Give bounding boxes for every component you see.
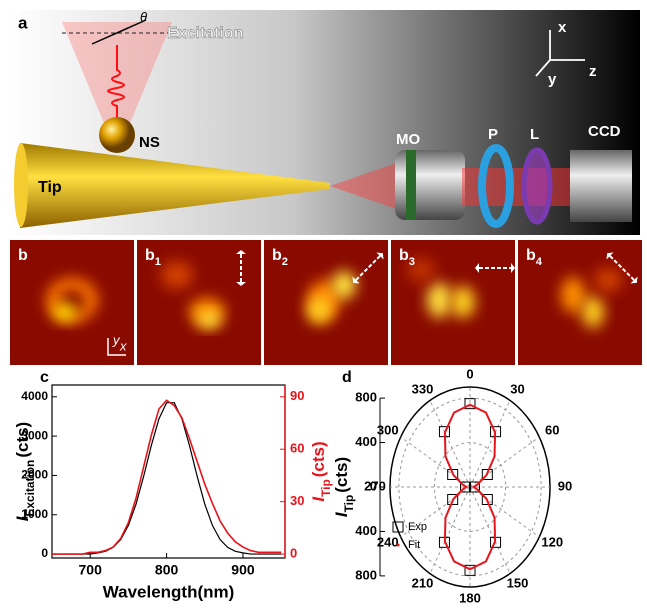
r-axis-label-unit: (cts) (332, 457, 351, 493)
axis-y-label: y (548, 71, 557, 88)
theta-tick-label: 90 (558, 478, 572, 493)
y2-axis-label-sub: Tip (319, 479, 333, 497)
theta-tick-label: 300 (377, 422, 399, 437)
theta-tick-label: 330 (412, 381, 434, 396)
axis-z-label: z (589, 63, 597, 80)
lens (524, 150, 550, 222)
ccd-camera (570, 150, 632, 222)
image-spot (332, 271, 356, 299)
theta-tick-label: 0 (466, 366, 473, 381)
panel-label-main: b (399, 247, 409, 264)
panel-a: a θ Excitation NS Tip MO P L CCD x y z (10, 9, 640, 235)
panel-label-sub: 1 (155, 256, 161, 268)
panel-label: c (40, 369, 49, 386)
mo-label: MO (396, 131, 420, 148)
legend-marker (397, 544, 400, 547)
axis-x-label: x (119, 338, 127, 353)
image-spot (594, 268, 622, 292)
panel-label-main: b (526, 247, 536, 264)
r-tick-label: 400 (355, 434, 377, 449)
objective (395, 150, 465, 220)
theta-tick-label: 60 (545, 422, 559, 437)
x-tick-label: 900 (231, 562, 255, 578)
panel-c: c700800900010002000300040000306090Wavele… (13, 369, 333, 601)
image-spot (561, 277, 585, 313)
ns-label: NS (139, 134, 160, 151)
objective-band (406, 150, 416, 220)
image-panel: b3 (391, 240, 515, 365)
y2-axis-label: ITip(cts) (309, 441, 333, 501)
panel-label-main: b (18, 247, 28, 264)
theta-tick-label: 210 (412, 575, 434, 590)
panel-label: a (18, 13, 28, 32)
y2-tick-label: 30 (290, 493, 304, 508)
p-label: P (488, 126, 498, 143)
legend-label: Exp (408, 521, 427, 533)
r-axis-label-sub: Tip (342, 495, 356, 513)
x-tick-label: 700 (79, 562, 103, 578)
r-tick-label: 800 (355, 390, 377, 405)
l-label: L (530, 126, 539, 143)
line-series (52, 400, 281, 554)
tip-base (14, 143, 28, 227)
image-spot (161, 261, 193, 289)
line-series (52, 403, 281, 554)
angle-label: θ (140, 9, 147, 24)
image-spot (53, 303, 77, 321)
y2-tick-label: 0 (290, 546, 297, 561)
panel-label-sub: 4 (536, 256, 543, 268)
panel-label: b (18, 247, 28, 264)
image-spot (451, 286, 475, 318)
image-panel: b2 (264, 240, 388, 365)
r-tick-label: 400 (355, 523, 377, 538)
theta-tick-label: 120 (541, 534, 563, 549)
image-panel: b1 (137, 240, 261, 365)
theta-tick-label: 30 (510, 381, 524, 396)
tip-label: Tip (38, 179, 62, 196)
excitation-label: Excitation (167, 25, 243, 42)
nanosphere (99, 117, 135, 153)
panel-label-main: b (272, 247, 282, 264)
panel-d: d0400400800800ITip(cts)03060901201501802… (332, 366, 572, 605)
image-spot (427, 282, 451, 318)
x-tick-label: 800 (155, 562, 179, 578)
panel-label-sub: 2 (282, 256, 288, 268)
theta-tick-label: 270 (364, 478, 386, 493)
panel-label-sub: 3 (409, 256, 415, 268)
axis-x-label: x (558, 19, 567, 36)
y2-tick-label: 90 (290, 388, 304, 403)
y-axis-label-sub: Excitation (23, 460, 37, 517)
ccd-label: CCD (588, 123, 621, 140)
plot-frame (52, 385, 285, 558)
panel-label: d (342, 369, 352, 386)
x-axis-label: Wavelength(nm) (103, 582, 235, 601)
legend-label: Fit (408, 539, 420, 551)
y-tick-label: 0 (41, 546, 48, 560)
image-spot (582, 296, 604, 328)
figure: a θ Excitation NS Tip MO P L CCD x y z b… (0, 0, 647, 608)
image-panel: b4 (518, 240, 642, 365)
theta-tick-label: 240 (377, 534, 399, 549)
panel-label-main: b (145, 247, 155, 264)
y2-axis-label-unit: (cts) (309, 441, 328, 477)
r-tick-label: 800 (355, 567, 377, 582)
y-axis-label-unit: (cts) (13, 422, 32, 458)
r-axis-label: ITip(cts) (332, 457, 356, 517)
polar-grid-spoke (430, 487, 470, 574)
theta-tick-label: 180 (459, 590, 481, 605)
y-tick-label: 4000 (21, 389, 48, 403)
y2-tick-label: 60 (290, 441, 304, 456)
theta-tick-label: 150 (507, 575, 529, 590)
image-spot (307, 296, 331, 324)
image-spot (198, 312, 220, 328)
